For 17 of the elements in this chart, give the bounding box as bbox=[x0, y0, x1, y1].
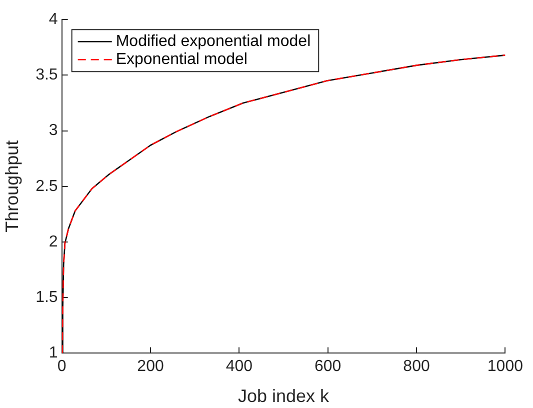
x-tick-label: 0 bbox=[57, 358, 66, 376]
y-tick-label: 3.5 bbox=[36, 66, 58, 84]
x-tick-label: 600 bbox=[314, 358, 342, 376]
x-tick-label: 400 bbox=[226, 358, 253, 376]
y-tick-label: 2.5 bbox=[36, 178, 58, 195]
y-tick-label: 4 bbox=[48, 11, 58, 28]
legend-label: Modified exponential model bbox=[116, 33, 311, 50]
x-axis-title: Job index k bbox=[238, 386, 330, 406]
legend-label: Exponential model bbox=[116, 51, 248, 68]
y-axis-title: Throughput bbox=[2, 140, 22, 232]
y-tick-label: 1 bbox=[48, 344, 58, 362]
x-tick-label: 1000 bbox=[487, 358, 524, 376]
y-tick-label: 3 bbox=[48, 122, 58, 140]
y-tick-label: 1.5 bbox=[36, 289, 58, 306]
x-tick-label: 200 bbox=[137, 358, 164, 376]
y-tick-label: 2 bbox=[48, 233, 58, 250]
x-tick-label: 800 bbox=[403, 358, 430, 376]
